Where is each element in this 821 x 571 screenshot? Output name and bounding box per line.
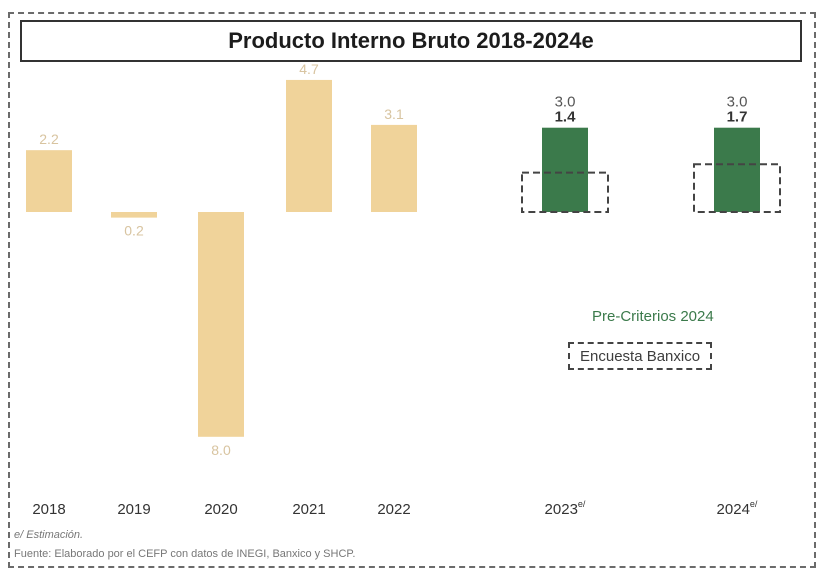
bar-precriterios-2023e/ — [542, 127, 588, 212]
bar-2020 — [198, 212, 244, 437]
x-tick-2018: 2018 — [32, 501, 65, 518]
data-label-2020: 8.0 — [211, 442, 231, 458]
data-label-2022: 3.1 — [384, 106, 404, 122]
legend-precriterios: Pre-Criterios 2024 — [592, 308, 714, 325]
x-tick-2022: 2022 — [377, 501, 410, 518]
data-label-2021: 4.7 — [299, 61, 319, 77]
bar-2018 — [26, 150, 72, 212]
x-tick-2021: 2021 — [292, 501, 325, 518]
data-label-2019: 0.2 — [124, 223, 144, 239]
x-tick-2023e/: 2023e/ — [545, 499, 586, 518]
data-label-precriterios-2023e/: 3.0 — [555, 94, 576, 111]
legend-banxico-label: Encuesta Banxico — [580, 347, 701, 365]
data-label-precriterios-2024e/: 3.0 — [727, 94, 748, 111]
data-label-banxico-2024e/: 1.7 — [727, 109, 748, 126]
legend-banxico: Encuesta Banxico — [568, 342, 713, 370]
bar-2019 — [111, 212, 157, 218]
bar-2022 — [371, 124, 417, 212]
chart-frame — [8, 12, 816, 568]
box-banxico-2024e/ — [693, 163, 781, 213]
chart-title-box: Producto Interno Bruto 2018-2024e — [20, 20, 802, 62]
data-label-2018: 2.2 — [39, 131, 59, 147]
bar-2021 — [286, 79, 332, 213]
data-label-banxico-2023e/: 1.4 — [555, 109, 577, 126]
x-tick-2020: 2020 — [204, 501, 237, 518]
chart-title: Producto Interno Bruto 2018-2024e — [228, 28, 594, 53]
source-note: Fuente: Elaborado por el CEFP con datos … — [14, 548, 356, 560]
bar-precriterios-2024e/ — [714, 127, 760, 212]
x-tick-2024e/: 2024e/ — [717, 499, 758, 518]
estimation-note: e/ Estimación. — [14, 529, 84, 541]
x-tick-2019: 2019 — [117, 501, 150, 518]
box-banxico-2023e/ — [521, 171, 609, 214]
